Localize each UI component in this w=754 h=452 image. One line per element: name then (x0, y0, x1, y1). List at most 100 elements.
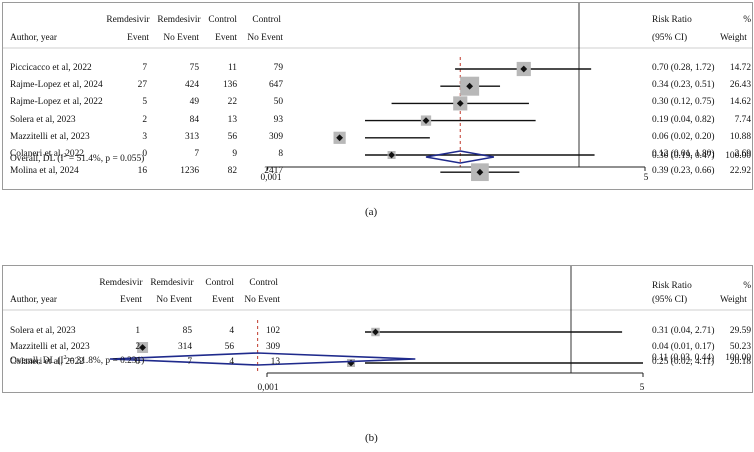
control-event-cell: 13 (227, 114, 237, 125)
x-tick-label-left: 0,001 (260, 173, 282, 183)
remdesivir-noevent-cell: 75 (189, 63, 199, 73)
control-event-cell: 4 (229, 357, 234, 367)
header-control-noevent-l1: Control (249, 278, 278, 288)
x-tick-label-right: 5 (643, 173, 649, 183)
overall-risk-ratio: 0.30 (0.19, 0.47) (652, 151, 715, 161)
header-control-noevent-l2: No Event (244, 295, 280, 305)
caption-a: (a) (365, 206, 378, 218)
remdesivir-noevent-cell: 84 (189, 114, 199, 125)
header-remdesivir-noevent-l2: No Event (163, 33, 199, 43)
study-risk-ratio: 0.70 (0.28, 1.72) (652, 63, 715, 73)
control-noevent-cell: 8 (278, 149, 283, 159)
remdesivir-noevent-cell: 1236 (180, 166, 199, 177)
forest-plot-panel-a: Remdesivir Remdesivir Control Control Ri… (2, 2, 753, 190)
overall-risk-ratio: 0.11 (0.03, 0.44) (652, 353, 715, 363)
header-remdesivir-noevent-l1: Remdesivir (157, 15, 201, 25)
header-author-year: Author, year (10, 33, 58, 43)
study-weight: 14.62 (729, 97, 751, 108)
study-risk-ratio: 0.06 (0.02, 0.20) (652, 131, 715, 142)
point-estimate-marker (456, 100, 464, 107)
study-risk-ratio: 0.30 (0.12, 0.75) (652, 97, 715, 108)
study-weight: 10.88 (729, 131, 751, 142)
study-label: Molina et al, 2024 (10, 166, 79, 177)
x-tick-label-left: 0,001 (257, 383, 279, 393)
remdesivir-event-cell: 2 (142, 114, 147, 125)
control-event-cell: 9 (232, 149, 237, 159)
study-weight: 26.43 (729, 80, 751, 91)
study-label: Rajme-Lopez et al, 2022 (10, 97, 103, 108)
header-control-event-l1: Control (208, 15, 237, 25)
control-noevent-cell: 79 (273, 63, 283, 73)
header-remdesivir-event-l1: Remdesivir (99, 278, 143, 288)
control-noevent-cell: 50 (273, 97, 283, 108)
study-weight: 22.92 (729, 166, 751, 177)
header-remdesivir-event-l2: Event (127, 33, 149, 43)
remdesivir-event-cell: 7 (142, 63, 147, 73)
study-risk-ratio: 0.19 (0.04, 0.82) (652, 114, 715, 125)
header-weight-pct: % (743, 281, 751, 291)
overall-label: Overall, DL (I2 = 31.8%, p = 0.231) (10, 355, 145, 367)
overall-label: Overall, DL (I2 = 51.4%, p = 0.055) (10, 153, 145, 165)
study-label: Rajme-Lopez et al, 2024 (10, 80, 103, 91)
remdesivir-event-cell: 0 (142, 149, 147, 159)
header-weight: Weight (720, 33, 747, 43)
control-noevent-cell: 309 (265, 341, 280, 352)
control-event-cell: 11 (227, 63, 237, 73)
study-weight: 29.59 (729, 326, 751, 336)
header-weight-pct: % (743, 15, 751, 25)
header-remdesivir-noevent-l2: No Event (156, 295, 192, 305)
forest-plot-a-graphic (3, 3, 752, 182)
header-weight: Weight (720, 295, 747, 305)
control-event-cell: 56 (227, 131, 237, 142)
control-noevent-cell: 2417 (264, 166, 283, 177)
study-weight: 14.72 (729, 63, 751, 73)
remdesivir-noevent-cell: 85 (182, 326, 192, 336)
study-label: Mazzitelli et al, 2023 (10, 341, 90, 352)
study-weight: 20.18 (729, 357, 751, 367)
control-event-cell: 82 (227, 166, 237, 177)
study-risk-ratio: 0.34 (0.23, 0.51) (652, 80, 715, 91)
remdesivir-noevent-cell: 313 (184, 131, 199, 142)
remdesivir-noevent-cell: 49 (189, 97, 199, 108)
point-estimate-marker (520, 65, 528, 73)
study-label: Solera et al, 2023 (10, 326, 76, 336)
overall-diamond (109, 352, 416, 366)
header-control-event-l2: Event (215, 33, 237, 43)
remdesivir-noevent-cell: 7 (194, 149, 199, 159)
study-label: Mazzitelli et al, 2023 (10, 131, 90, 142)
remdesivir-event-cell: 16 (137, 166, 147, 177)
forest-plot-panel-b: Remdesivir Remdesivir Control Control Ri… (2, 265, 753, 393)
header-control-noevent-l1: Control (252, 15, 281, 25)
study-weight: 2.69 (734, 149, 751, 159)
control-noevent-cell: 647 (268, 80, 283, 91)
control-event-cell: 4 (229, 326, 234, 336)
point-estimate-marker (422, 117, 430, 124)
forest-plot-b-graphic (3, 266, 752, 377)
point-estimate-marker (388, 151, 395, 159)
study-weight: 50.23 (729, 341, 751, 352)
study-label: Piccicacco et al, 2022 (10, 63, 92, 73)
control-noevent-cell: 93 (273, 114, 283, 125)
point-estimate-marker (466, 82, 474, 90)
header-ci: (95% CI) (652, 295, 688, 305)
control-noevent-cell: 13 (270, 357, 280, 367)
point-estimate-marker (336, 134, 344, 142)
header-remdesivir-noevent-l1: Remdesivir (150, 278, 194, 288)
header-control-event-l2: Event (212, 295, 234, 305)
remdesivir-noevent-cell: 314 (177, 341, 192, 352)
study-label: Colaneri et al, 2022 (10, 357, 84, 367)
remdesivir-event-cell: 3 (142, 131, 147, 142)
control-noevent-cell: 102 (265, 326, 280, 336)
overall-diamond (425, 150, 495, 164)
caption-b: (b) (365, 432, 378, 444)
study-risk-ratio: 0.04 (0.01, 0.17) (652, 341, 715, 352)
study-weight: 7.74 (734, 114, 751, 125)
control-event-cell: 22 (227, 97, 237, 108)
overall-weight: 100.00 (725, 151, 751, 161)
remdesivir-noevent-cell: 424 (184, 80, 199, 91)
point-estimate-marker (476, 168, 484, 176)
control-event-cell: 136 (222, 80, 237, 91)
header-author-year: Author, year (10, 295, 58, 305)
remdesivir-event-cell: 2 (135, 341, 140, 352)
remdesivir-noevent-cell: 7 (187, 357, 192, 367)
